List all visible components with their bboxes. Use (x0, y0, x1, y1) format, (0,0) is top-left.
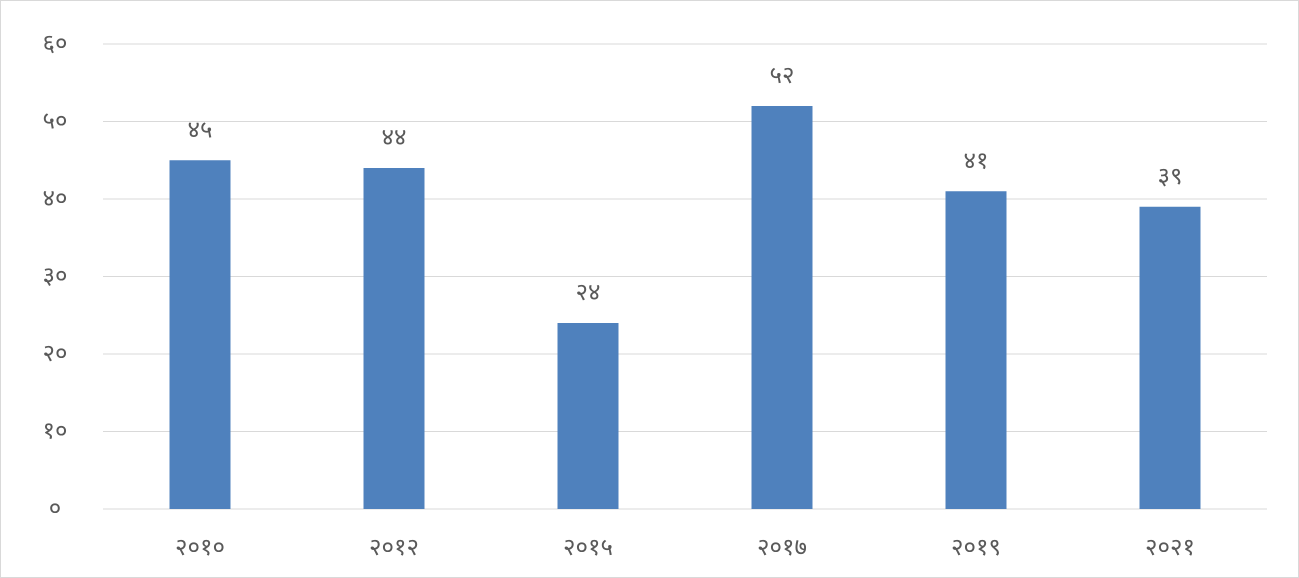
x-tick-label: २०१० (175, 533, 225, 561)
y-tick-label: ३० (43, 262, 68, 290)
data-label: ४१ (964, 146, 989, 174)
data-label: ३९ (1158, 162, 1183, 190)
y-tick-label: ४० (43, 184, 68, 212)
bar (557, 323, 619, 509)
bar (751, 106, 813, 509)
y-tick-label: २० (43, 339, 68, 367)
bar (169, 160, 231, 509)
data-label: ४४ (382, 123, 407, 151)
bar (945, 191, 1007, 509)
y-tick-label: १० (43, 417, 68, 445)
bar (363, 168, 425, 509)
x-tick-label: २०१२ (369, 533, 419, 561)
data-label: ५२ (770, 61, 795, 89)
data-label: २४ (576, 278, 601, 306)
x-tick-label: २०१५ (563, 533, 613, 561)
data-label: ४५ (188, 115, 213, 143)
y-tick-label: ० (49, 494, 61, 522)
x-tick-label: २०१९ (951, 533, 1001, 561)
x-tick-label: २०१७ (757, 533, 807, 561)
x-tick-label: २०२१ (1145, 533, 1195, 561)
y-tick-label: ६० (43, 29, 68, 57)
y-tick-label: ५० (43, 107, 68, 135)
bar (1139, 206, 1201, 509)
